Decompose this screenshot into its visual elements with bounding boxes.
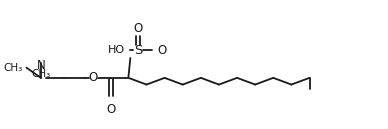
Text: O: O (158, 44, 167, 57)
Text: CH₃: CH₃ (31, 69, 50, 79)
Text: HO: HO (107, 45, 125, 55)
Text: O: O (133, 22, 143, 35)
Text: O: O (89, 71, 98, 84)
Text: CH₃: CH₃ (3, 63, 23, 73)
Text: N: N (37, 59, 46, 72)
Text: S: S (134, 44, 142, 57)
Text: O: O (106, 103, 116, 116)
